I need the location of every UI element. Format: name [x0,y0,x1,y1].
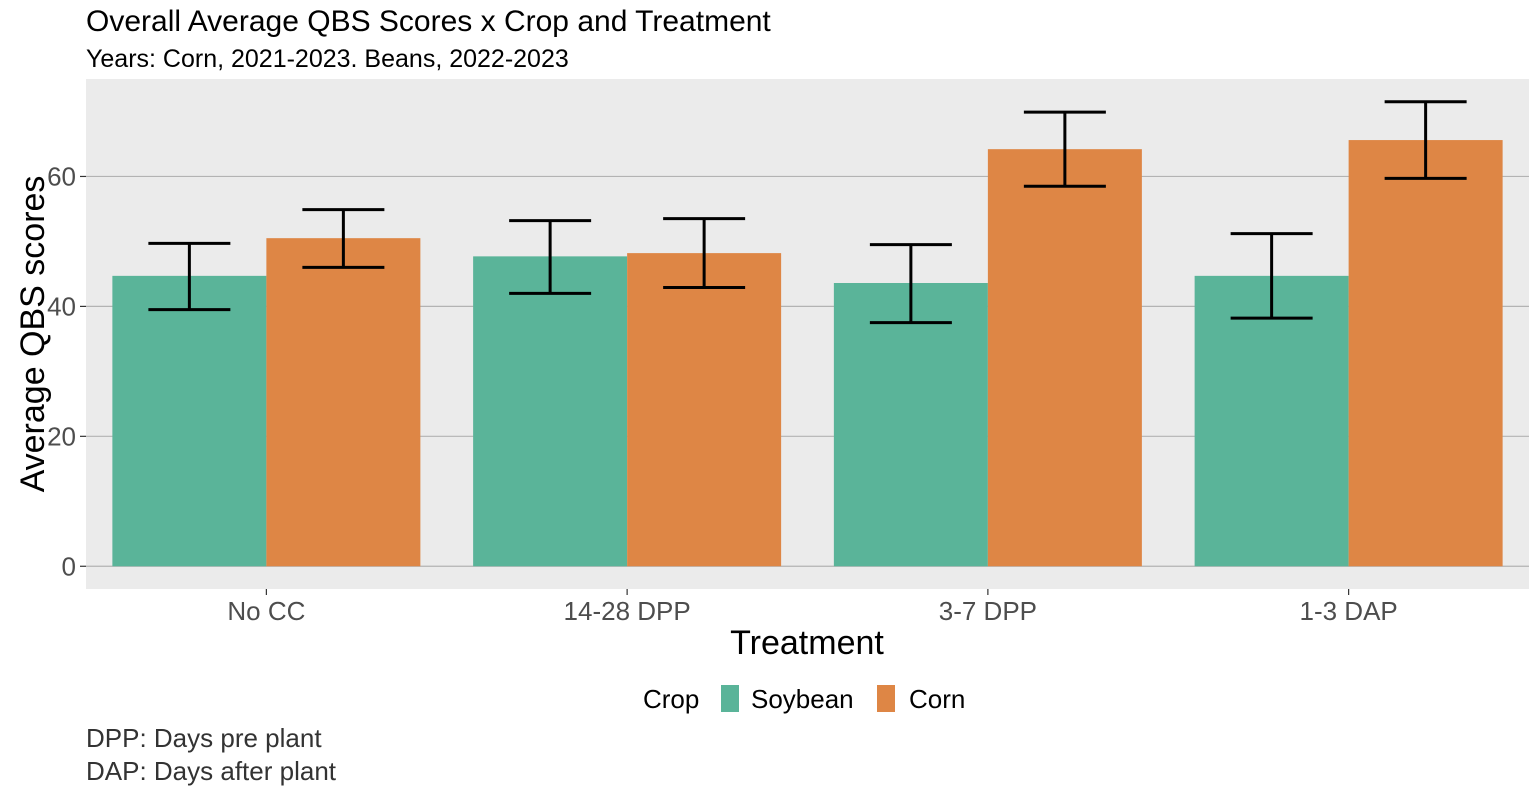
x-tick-label: No CC [227,596,305,626]
legend-label-soybean: Soybean [751,684,854,714]
legend-swatch-corn [877,685,895,712]
bar-soybean-1 [473,256,628,567]
chart-title: Overall Average QBS Scores x Crop and Tr… [86,5,771,38]
bar-corn-2 [987,149,1142,567]
legend: Crop Soybean Corn [643,684,965,714]
y-tick-label: 0 [62,551,76,581]
y-tick-label: 60 [47,161,76,191]
x-axis-ticks: No CC 14-28 DPP 3-7 DPP 1-3 DAP [227,589,1398,626]
legend-swatch-soybean [721,685,739,712]
bar-soybean-2 [833,283,988,567]
x-tick-label: 3-7 DPP [939,596,1037,626]
bar-corn-0 [266,238,421,567]
bar-soybean-3 [1194,275,1349,567]
y-axis-title: Average QBS scores [14,176,52,493]
bar-soybean-0 [112,275,267,567]
y-axis-ticks: 0 20 40 60 [47,161,86,581]
bar-corn-3 [1348,140,1503,567]
caption-dap: DAP: Days after plant [86,756,337,786]
y-tick-label: 20 [47,421,76,451]
bar-corn-1 [627,253,782,567]
bars-group [112,140,1503,567]
caption-dpp: DPP: Days pre plant [86,723,322,753]
legend-title: Crop [643,684,699,714]
errorbars-group [148,100,1467,325]
x-tick-label: 14-28 DPP [564,596,691,626]
y-tick-label: 40 [47,291,76,321]
x-axis-title: Treatment [730,624,884,662]
legend-label-corn: Corn [909,684,965,714]
x-tick-label: 1-3 DAP [1299,596,1397,626]
chart-subtitle: Years: Corn, 2021-2023. Beans, 2022-2023 [86,45,569,73]
